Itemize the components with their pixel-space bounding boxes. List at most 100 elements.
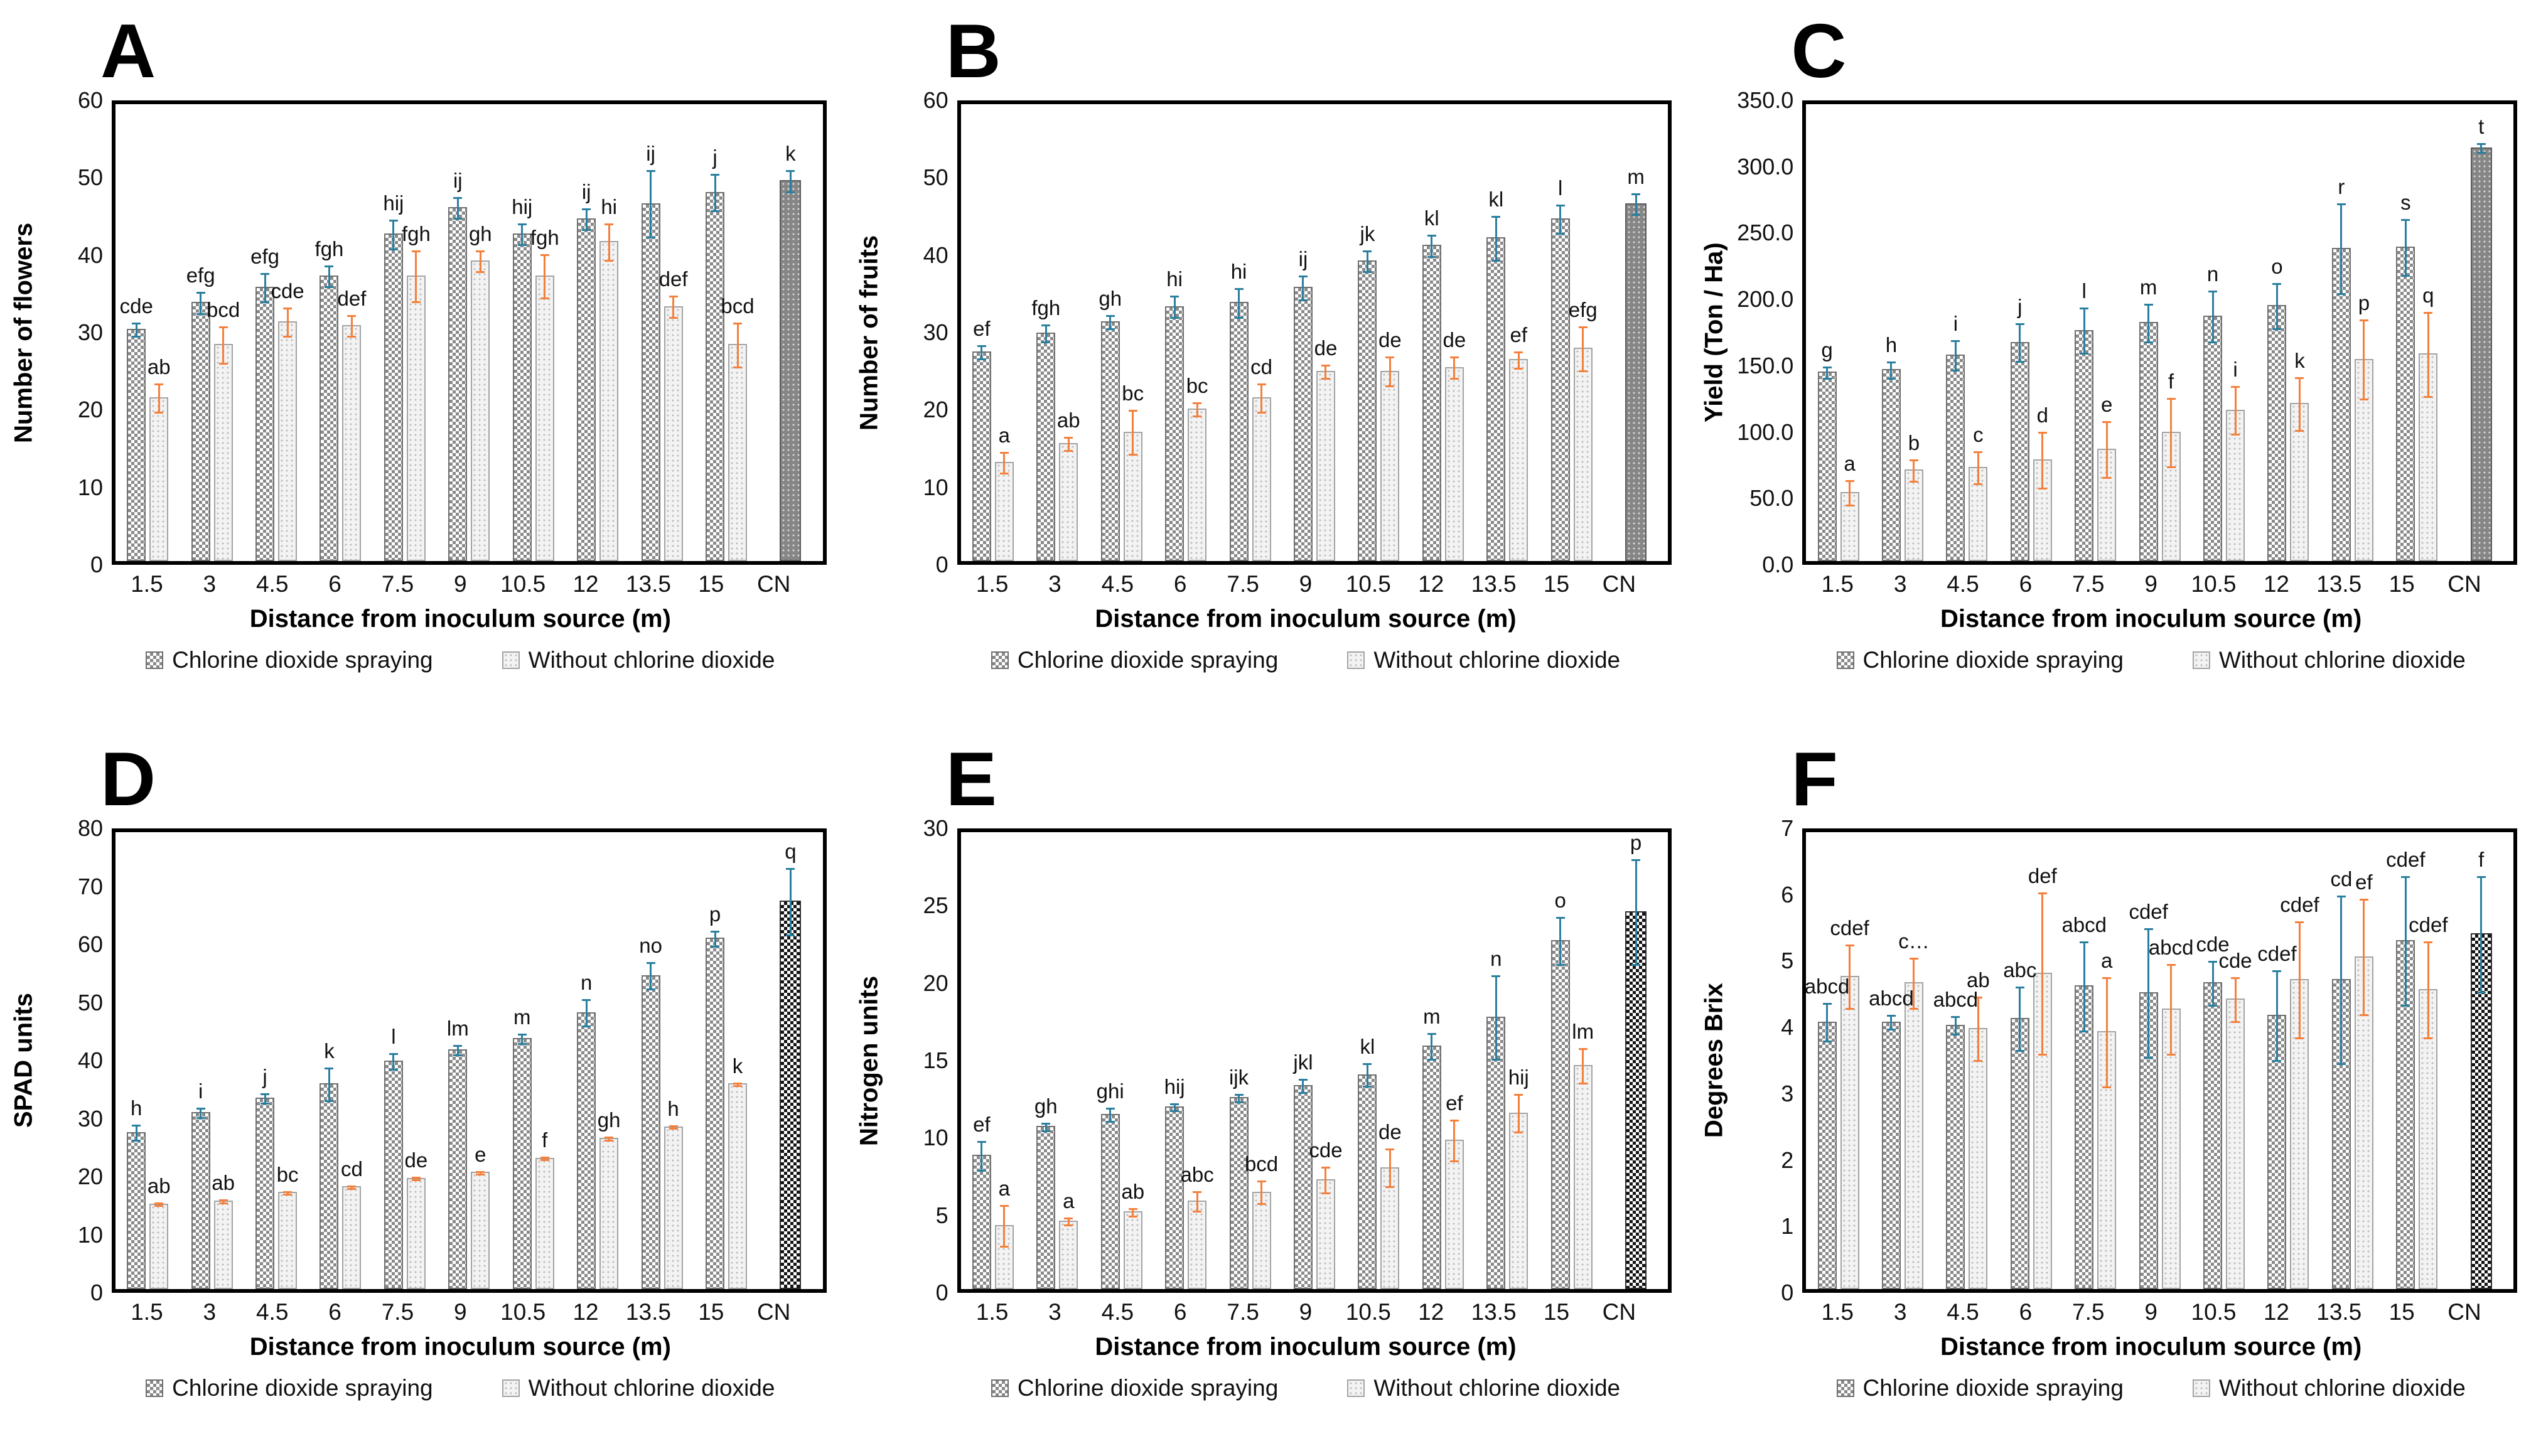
bar-chlorine-dioxide-spraying: jk: [1358, 223, 1377, 561]
error-bar-cap: [1064, 1224, 1073, 1227]
x-tick-label: CN: [756, 571, 791, 597]
bar-without-chlorine-dioxide: hij: [1508, 1067, 1529, 1289]
panel-letter: D: [100, 736, 158, 822]
error-bar: [1554, 204, 1567, 235]
significance-label: fgh: [530, 225, 559, 249]
bar-chlorine-dioxide-spraying: fgh: [1031, 297, 1060, 561]
bar-without-chlorine-dioxide: ef: [1509, 324, 1529, 561]
error-bar: [130, 1125, 142, 1142]
significance-label: gh: [1099, 286, 1122, 310]
y-axis-tick-column: 0 1 2 3 4 5 6 7: [1732, 817, 1802, 1304]
significance-label: efg: [186, 264, 215, 287]
error-bar: [153, 1202, 165, 1207]
error-bar-cap: [1170, 296, 1179, 298]
error-bar-line: [1173, 296, 1176, 319]
error-bar: [2475, 143, 2488, 154]
error-bar-cap: [2144, 341, 2153, 343]
error-bar: [603, 1137, 615, 1142]
significance-label: d: [2036, 404, 2048, 427]
error-bar-line: [1453, 356, 1456, 380]
error-bar-line: [2363, 899, 2365, 1017]
x-tick-label: 3: [203, 1299, 217, 1325]
bar-without-chlorine-dioxide: cde: [271, 281, 304, 561]
y-axis-tick-column: 0 10 20 30 40 50 60: [41, 89, 112, 576]
error-bar-cap: [2424, 941, 2433, 943]
bar-chlorine-dioxide-spraying: kl: [1422, 208, 1441, 561]
x-tick-label: 1.5: [131, 1299, 163, 1325]
error-bar-cap: [325, 1068, 334, 1070]
y-axis-tick-column: 0 10 20 30 40 50 60: [887, 89, 957, 576]
bar-without-chlorine-dioxide: ef: [1444, 1093, 1464, 1289]
significance-label: n: [2206, 262, 2219, 286]
y-tick-label: 30: [923, 319, 948, 345]
bar-without-chlorine-dioxide: a: [994, 425, 1014, 561]
x-axis-title: Distance from inoculum source (m): [249, 605, 671, 633]
error-bar-cap: [1363, 250, 1372, 252]
error-bar-line: [158, 1202, 160, 1207]
error-bar-cap: [1170, 316, 1179, 319]
legend-swatch-chlorine-dioxide-spraying: [146, 1379, 164, 1397]
bar-group: q: [758, 832, 822, 1289]
bar-chlorine-dioxide-spraying: h: [1881, 335, 1901, 561]
error-bar-cap: [540, 297, 549, 300]
error-bar: [1233, 1093, 1245, 1103]
error-bar-line: [714, 930, 716, 948]
error-bar: [1908, 459, 1920, 483]
significance-label: m: [2139, 276, 2157, 299]
bar-group: fgh def: [308, 104, 372, 561]
y-axis-title: Degrees Brix: [1700, 983, 1728, 1138]
bar-chlorine-dioxide-spraying: ghi: [1097, 1081, 1124, 1289]
y-tick-label: 1: [1781, 1213, 1794, 1239]
significance-label: def: [2028, 864, 2057, 887]
error-bar: [1361, 250, 1373, 273]
x-axis-title: Distance from inoculum source (m): [249, 1333, 671, 1361]
y-tick-label: 5: [1781, 948, 1794, 974]
error-bar-line: [1260, 1180, 1263, 1206]
chart-panel: C Yield (Ton / Ha) 0.0 50.0 100.0 150.0 200.0 2…: [1690, 0, 2536, 728]
bar-chlorine-dioxide-spraying: ef: [972, 1114, 991, 1289]
error-bar-cap: [1041, 1130, 1051, 1132]
bar-group: n gh: [566, 832, 630, 1289]
bar-group: hi cd: [1218, 104, 1282, 561]
error-bar: [603, 223, 615, 262]
error-bar-cap: [2295, 921, 2304, 924]
error-bar-cap: [411, 1176, 421, 1179]
error-bar-cap: [453, 1044, 463, 1047]
bar-chlorine-dioxide-spraying: o: [1550, 890, 1570, 1289]
x-tick-label: 6: [2019, 571, 2033, 597]
panel-letter: C: [1791, 8, 1848, 94]
x-tick-label: 12: [572, 571, 599, 597]
error-bar-cap: [2166, 466, 2176, 469]
error-bar: [387, 220, 400, 250]
error-bar-cap: [1193, 415, 1202, 418]
error-bar-cap: [1385, 356, 1395, 359]
x-tick-label: 1.5: [975, 571, 1009, 597]
error-bar: [451, 1044, 464, 1056]
significance-label: cd: [341, 1157, 363, 1180]
error-bar-line: [1196, 1191, 1198, 1213]
error-bar-cap: [1491, 975, 1501, 977]
legend-label: Without chlorine dioxide: [2218, 647, 2466, 673]
error-bar: [709, 174, 721, 212]
chart-panel: D SPAD units 0 10 20 30 40 50 60 70 80 h ab i ab j bc k cd…: [0, 728, 846, 1456]
error-bar-cap: [977, 1141, 986, 1143]
error-bar-cap: [1449, 356, 1459, 359]
significance-label: efg: [1568, 297, 1598, 321]
x-tick-label: 10.5: [2191, 1299, 2237, 1325]
y-tick-label: 15: [923, 1047, 948, 1073]
significance-label: ab: [212, 1171, 235, 1195]
error-bar-cap: [2359, 899, 2368, 901]
error-bar-cap: [2080, 308, 2089, 310]
error-bar: [2335, 895, 2348, 1066]
error-bar-line: [1389, 356, 1391, 387]
significance-label: ij: [581, 179, 591, 203]
error-bar-line: [200, 1107, 202, 1119]
chart-area: Degrees Brix 0 1 2 3 4 5 6 7 abcd cdef abcd c… abcd ab…: [1697, 817, 2517, 1304]
significance-label: kl: [1424, 206, 1439, 230]
error-bar-line: [1517, 351, 1520, 370]
error-bar-cap: [1909, 957, 1918, 960]
error-bar-cap: [1321, 1167, 1330, 1169]
significance-label: k: [2294, 348, 2305, 372]
error-bar-cap: [2038, 892, 2047, 894]
bar-chlorine-dioxide-spraying: cdef: [2129, 901, 2168, 1289]
